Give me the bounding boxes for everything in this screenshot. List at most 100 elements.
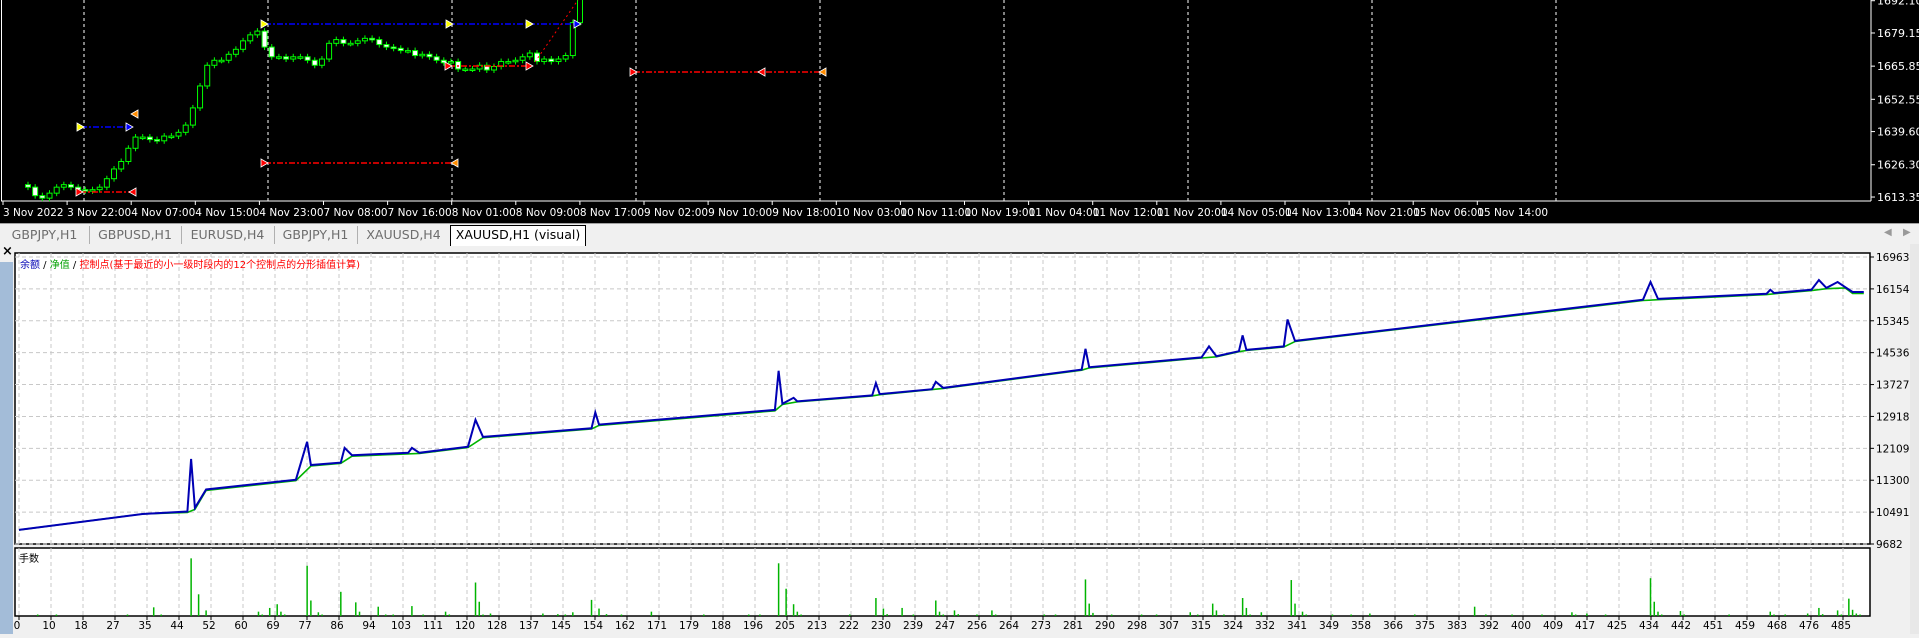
candle-body	[404, 50, 411, 53]
time-label: 4 Nov 15:00	[195, 207, 259, 219]
candle-body	[548, 58, 555, 63]
candle-body	[125, 147, 132, 162]
time-label: 7 Nov 08:00	[324, 207, 388, 219]
time-label: 8 Nov 09:00	[516, 207, 580, 219]
candle-body	[118, 160, 125, 170]
x-axis-label: 247	[935, 620, 955, 632]
x-axis-label: 341	[1287, 620, 1307, 632]
y-axis-label: 12918	[1876, 411, 1909, 423]
x-axis-label: 94	[362, 620, 376, 632]
candle-body	[533, 52, 540, 63]
tab-xauusd-h1-visual[interactable]: XAUUSD,H1 (visual)	[450, 225, 586, 246]
tab-eurusd-h4[interactable]: EURUSD,H4	[181, 226, 275, 244]
candle-body	[175, 131, 182, 137]
time-label: 3 Nov 2022	[3, 207, 64, 219]
x-axis-label: 281	[1063, 620, 1083, 632]
x-axis-label: 128	[487, 620, 507, 632]
x-axis-label: 451	[1703, 620, 1723, 632]
candle-body	[426, 53, 433, 58]
candle-body	[218, 59, 225, 63]
x-axis-label: 485	[1831, 620, 1851, 632]
tab-gbpjpy-h1-2[interactable]: GBPJPY,H1	[274, 226, 358, 244]
x-axis-label: 137	[519, 620, 539, 632]
tab-xauusd-h4[interactable]: XAUUSD,H4	[357, 226, 451, 244]
trade-marker-icon	[450, 158, 459, 168]
candle-body	[139, 136, 146, 140]
candle-body	[577, 0, 583, 24]
x-axis-label: 349	[1319, 620, 1339, 632]
candle-body	[60, 184, 67, 188]
x-axis-label: 18	[74, 620, 87, 632]
trade-open-arrow-icon	[445, 19, 454, 29]
candle-body	[146, 136, 153, 141]
tab-scroll-right-icon[interactable]: ▶	[1903, 227, 1911, 238]
candle-body	[53, 186, 60, 194]
legend-model: 控制点(基于最近的小一级时段内的12个控制点的分形插值计算)	[79, 260, 360, 271]
candle-body	[369, 37, 376, 41]
balance-line	[18, 278, 1864, 531]
trade-close-arrow-icon	[573, 19, 582, 29]
candle-body	[512, 59, 519, 63]
candle-body	[447, 61, 454, 64]
trade-close-arrow-icon	[525, 61, 534, 71]
x-axis-label: 298	[1127, 620, 1147, 632]
time-label: 9 Nov 18:00	[772, 207, 836, 219]
x-axis-label: 0	[14, 620, 21, 632]
trade-open-arrow-icon	[629, 67, 638, 77]
y-axis-label: 12109	[1876, 443, 1909, 455]
y-axis-label: 11300	[1876, 475, 1909, 487]
time-label: 8 Nov 01:00	[452, 207, 516, 219]
trade-close-arrow-icon	[757, 67, 766, 77]
report-scrollbar[interactable]	[1910, 244, 1919, 634]
time-label: 10 Nov 03:00	[836, 207, 907, 219]
x-axis-label: 358	[1351, 620, 1371, 632]
price-label: 1692.10	[1877, 0, 1919, 8]
candle-body	[46, 192, 53, 199]
close-icon[interactable]: ×	[2, 244, 13, 259]
tab-gbpusd-h1[interactable]: GBPUSD,H1	[89, 226, 182, 244]
candle-body	[340, 39, 347, 44]
time-label: 9 Nov 10:00	[708, 207, 772, 219]
candle-body	[311, 59, 318, 66]
candle-body	[354, 40, 361, 44]
y-axis-label: 14536	[1876, 348, 1910, 360]
price-chart[interactable]: 1692.10 1679.15 1665.85 1652.55 1639.60 1626.…	[0, 0, 1919, 223]
trade-open-arrow-icon	[525, 19, 534, 29]
tab-gbpjpy-h1[interactable]: GBPJPY,H1	[0, 226, 90, 244]
price-chart-canvas[interactable]: 1692.10 1679.15 1665.85 1652.55 1639.60 1626.…	[0, 0, 1919, 223]
candle-body	[283, 56, 290, 60]
x-axis-label: 264	[999, 620, 1019, 632]
equity-graph-canvas: 1696316154153451453613727129181210911300…	[14, 252, 1910, 632]
trade-marker-icon	[130, 109, 139, 119]
candle-body	[462, 68, 469, 72]
candle-body	[297, 56, 304, 59]
x-axis-label: 273	[1031, 620, 1051, 632]
legend-balance: 余额	[20, 260, 40, 271]
y-axis-label: 9682	[1876, 539, 1903, 551]
x-axis-label: 324	[1223, 620, 1243, 632]
x-axis-label: 179	[679, 620, 699, 632]
time-label: 3 Nov 22:00	[67, 207, 131, 219]
price-label: 1639.60	[1877, 126, 1919, 139]
legend-separator: /	[69, 260, 80, 271]
equity-graph: 16963 16154 15345 14536 13727 12918 12109 11300…	[0, 244, 1919, 634]
time-label: 8 Nov 17:00	[580, 207, 644, 219]
price-label: 1665.85	[1877, 60, 1919, 73]
candle-body	[326, 42, 333, 60]
candle-body	[103, 178, 110, 188]
x-axis-label: 111	[423, 620, 443, 632]
candle-body	[232, 48, 239, 55]
x-axis-label: 44	[170, 620, 184, 632]
time-label: 7 Nov 16:00	[388, 207, 452, 219]
y-axis-label: 13727	[1876, 380, 1909, 392]
time-label: 15 Nov 06:00	[1413, 207, 1484, 219]
candle-body	[82, 189, 89, 192]
time-label: 14 Nov 05:00	[1221, 207, 1292, 219]
x-axis-label: 290	[1095, 620, 1115, 632]
time-label: 11 Nov 04:00	[1029, 207, 1100, 219]
report-sidebar-strip	[0, 262, 13, 634]
tab-scroll-left-icon[interactable]: ◀	[1884, 227, 1892, 238]
x-axis-label: 400	[1511, 620, 1531, 632]
trade-open-arrow-icon	[260, 158, 269, 168]
x-axis-label: 442	[1671, 620, 1691, 632]
